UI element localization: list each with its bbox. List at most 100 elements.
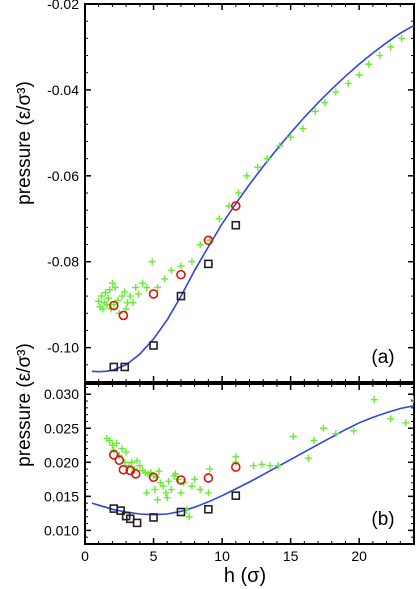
circle-point — [203, 473, 214, 483]
plus-point — [196, 486, 204, 494]
plus-point — [410, 396, 414, 404]
y-tick-label: -0.08 — [47, 254, 79, 270]
plus-point — [95, 297, 103, 305]
plus-point — [148, 258, 156, 266]
y-tick-label: 0.010 — [44, 522, 79, 538]
plus-point — [402, 419, 410, 427]
circle-point — [118, 464, 129, 475]
plus-point — [122, 305, 130, 313]
square-point — [116, 506, 125, 515]
plus-point — [299, 125, 307, 133]
square-point — [231, 220, 241, 230]
y-tick-label: -0.10 — [47, 340, 79, 356]
plus-point — [161, 275, 169, 283]
plus-point — [113, 439, 121, 447]
plus-point — [132, 284, 140, 291]
panel-a-y-axis-label: pressure (ε/σ³) — [14, 81, 35, 205]
circle-point — [148, 472, 159, 483]
plus-point — [177, 262, 185, 270]
plus-point — [235, 189, 243, 197]
x-axis-label: h (σ) — [224, 565, 266, 587]
plus-point — [108, 279, 116, 287]
y-tick-label: 0.030 — [44, 386, 79, 402]
theory-curve — [91, 24, 414, 373]
panel-b-label: (b) — [371, 509, 394, 530]
plus-point — [106, 286, 114, 294]
plus-point — [332, 88, 340, 96]
y-tick-label: -0.06 — [47, 168, 79, 184]
square-point — [176, 291, 186, 301]
y-tick-label: 0.015 — [44, 488, 79, 504]
square-point — [204, 259, 213, 269]
plus-point — [122, 448, 130, 456]
panel-b-y-axis-label: pressure (ε/σ³) — [14, 343, 35, 467]
plus-point — [185, 513, 193, 521]
square-point — [176, 507, 186, 517]
plus-point — [114, 296, 122, 304]
plus-point — [350, 427, 358, 435]
panel-a: -0.02 -0.04 -0.06 -0.08 -0.10 — [47, 0, 415, 383]
plus-point — [320, 424, 328, 432]
circle-point — [230, 201, 241, 211]
plus-point — [106, 437, 114, 445]
plot-area — [91, 24, 414, 373]
plus-point — [167, 486, 175, 494]
plus-point — [254, 163, 262, 171]
plus-point — [196, 241, 204, 249]
plus-point — [126, 292, 134, 300]
plus-point — [162, 489, 170, 497]
plus-point — [102, 289, 110, 297]
plus-point — [163, 494, 171, 502]
plus-point — [387, 415, 395, 423]
plus-point — [332, 430, 340, 438]
plus-point — [118, 445, 126, 453]
y-tick-label: 0.020 — [44, 454, 79, 470]
circle-point — [118, 310, 129, 321]
plus-point — [215, 215, 223, 223]
y-tick-label: -0.02 — [47, 0, 79, 12]
plus-point — [111, 284, 119, 291]
plus-point — [177, 489, 185, 497]
plus-point — [151, 486, 159, 494]
circle-point — [114, 455, 125, 466]
plus-point — [143, 489, 151, 497]
plus-point — [321, 99, 329, 107]
square-point — [109, 362, 119, 372]
plus-point — [355, 71, 363, 79]
plus-point — [274, 462, 282, 470]
x-tick-label: 15 — [283, 548, 299, 564]
plus-point — [344, 79, 352, 87]
circle-point — [230, 462, 241, 472]
plus-point — [165, 477, 173, 485]
plus-point — [104, 294, 112, 302]
plus-point — [171, 470, 179, 478]
plus-point — [311, 107, 319, 115]
plus-point — [365, 60, 373, 68]
square-point — [149, 513, 158, 522]
circle-point — [108, 300, 119, 311]
x-tick-label: 0 — [81, 548, 89, 564]
circle-point — [108, 450, 119, 460]
square-point — [231, 491, 241, 500]
plus-point — [232, 453, 240, 461]
plus-point — [110, 301, 118, 309]
plus-point — [387, 43, 395, 51]
circle-point — [203, 235, 214, 246]
square-point — [120, 362, 130, 372]
plus-point — [154, 496, 162, 504]
plus-point — [370, 396, 378, 404]
plus-point — [258, 460, 266, 468]
plus-point — [97, 292, 105, 300]
plus-point — [139, 279, 147, 287]
plus-point — [250, 462, 258, 470]
plus-point — [99, 305, 107, 313]
plus-point — [129, 299, 137, 307]
plus-point — [154, 284, 162, 291]
plus-point — [167, 266, 175, 274]
circle-point — [148, 289, 159, 299]
plus-point — [108, 441, 116, 449]
plot-area — [91, 396, 414, 528]
plus-point — [266, 462, 274, 470]
x-tick-label: 20 — [351, 548, 367, 564]
